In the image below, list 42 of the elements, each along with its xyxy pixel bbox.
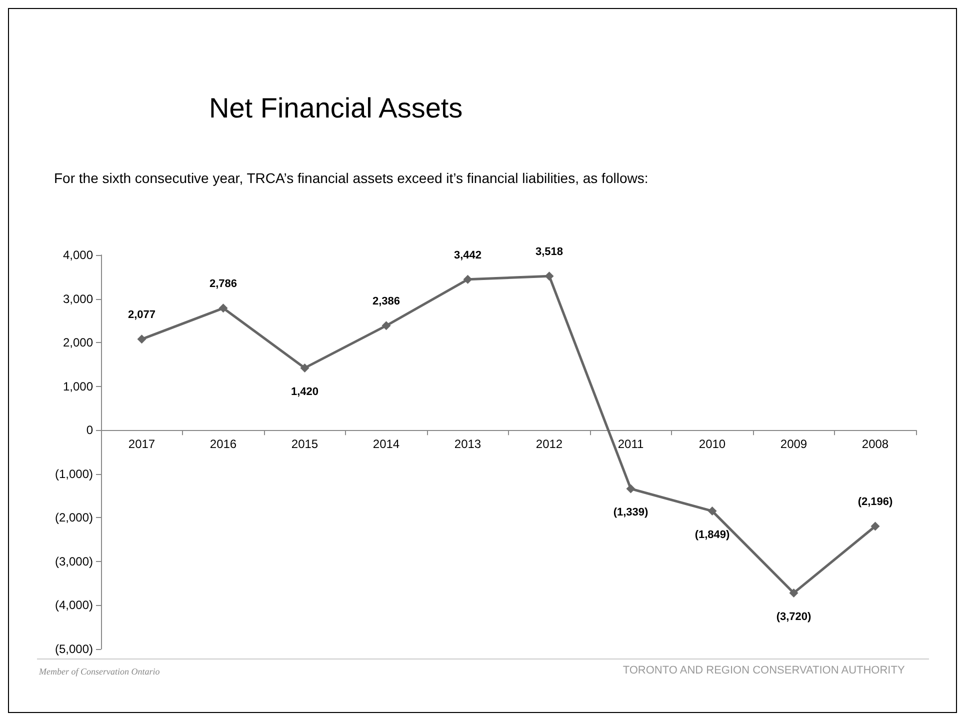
chart-subtitle: For the sixth consecutive year, TRCA’s financial assets exceed it’s financial liabilities, as follows:: [54, 170, 648, 186]
x-tick-label: 2016: [210, 437, 237, 452]
point: [382, 321, 391, 330]
text: Member of Conservation Ontario: [38, 666, 160, 676]
x-tick-label: 2010: [698, 437, 726, 452]
data-label: (3,720): [776, 610, 812, 623]
y-tick-label: 0: [86, 423, 94, 438]
data-label: 3,518: [535, 246, 564, 258]
x-tick-label: 2012: [536, 437, 563, 452]
y-tick-label: 2,000: [62, 336, 94, 350]
y-tick-label: 1,000: [62, 379, 94, 394]
x-tick-label: 2009: [780, 437, 808, 452]
data-label: (2,196): [858, 496, 894, 508]
chart-title: Net Financial Assets: [209, 92, 463, 124]
x-tick-label: 2013: [454, 437, 482, 452]
y-tick-label: (1,000): [54, 466, 93, 481]
point: [789, 588, 798, 598]
point: [300, 363, 310, 372]
point: [626, 484, 636, 494]
text: TORONTO AND REGION CONSERVATION AUTHORITY: [622, 664, 906, 676]
data-label: 1,420: [290, 386, 319, 398]
data-label: 2,386: [372, 296, 400, 308]
point: [218, 304, 228, 313]
y-tick-label: (4,000): [54, 598, 93, 612]
data-label: (1,849): [694, 529, 730, 542]
y-tick-label: 4,000: [62, 248, 94, 262]
x-tick-label: 2017: [128, 437, 156, 452]
data-label: (1,339): [613, 506, 649, 519]
x-tick-label: 2008: [862, 437, 889, 452]
x-tick-label: 2011: [618, 437, 644, 452]
point: [137, 334, 146, 344]
point: [708, 506, 717, 516]
point: [870, 522, 880, 531]
data-label: 3,442: [454, 249, 482, 262]
y-tick-label: (2,000): [54, 510, 93, 525]
y-tick-label: (5,000): [54, 642, 93, 656]
y-tick-label: (3,000): [54, 554, 93, 568]
x-tick-label: 2015: [291, 437, 318, 452]
x-tick-label: 2014: [372, 437, 400, 452]
y-tick-label: 3,000: [62, 292, 94, 306]
data-label: 2,077: [128, 309, 156, 322]
data-label: 2,786: [209, 278, 238, 290]
